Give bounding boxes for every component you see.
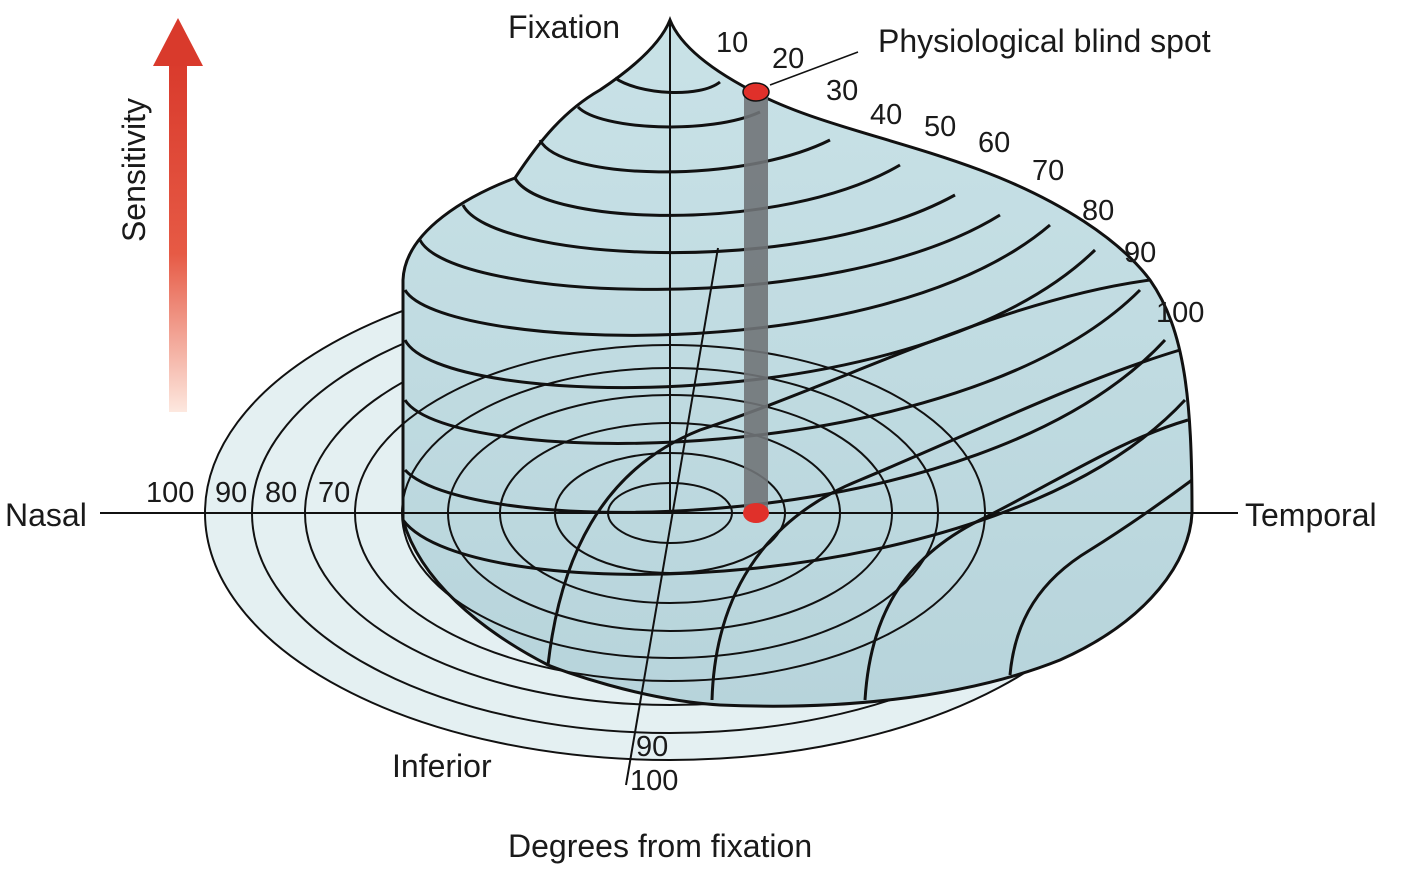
nasal-label: Nasal bbox=[5, 497, 87, 533]
meridian-curves bbox=[546, 278, 1193, 701]
temporal-tick-20: 20 bbox=[772, 43, 804, 75]
fixation-label: Fixation bbox=[508, 9, 620, 45]
temporal-tick-100: 100 bbox=[1156, 297, 1204, 329]
hill-contours bbox=[401, 76, 1187, 576]
temporal-tick-70: 70 bbox=[1032, 155, 1064, 187]
blind-spot-label: Physiological blind spot bbox=[878, 23, 1211, 59]
temporal-tick-60: 60 bbox=[978, 127, 1010, 159]
blind-spot-column bbox=[742, 51, 859, 523]
temporal-tick-30: 30 bbox=[826, 75, 858, 107]
blind-spot-top-marker bbox=[742, 82, 770, 102]
temporal-tick-10: 10 bbox=[716, 27, 748, 59]
inferior-tick-90: 90 bbox=[636, 731, 668, 763]
inferior-tick-100: 100 bbox=[630, 765, 678, 797]
nasal-tick-90: 90 bbox=[215, 477, 247, 509]
temporal-tick-90: 90 bbox=[1124, 237, 1156, 269]
blind-spot-floor-marker bbox=[743, 503, 769, 523]
inferior-scale: 90 100 bbox=[630, 731, 678, 797]
sensitivity-arrow bbox=[153, 18, 203, 412]
hill-body bbox=[401, 15, 1194, 708]
temporal-tick-50: 50 bbox=[924, 111, 956, 143]
temporal-tick-80: 80 bbox=[1082, 195, 1114, 227]
axes bbox=[100, 20, 1238, 786]
nasal-tick-100: 100 bbox=[146, 477, 194, 509]
inferior-label: Inferior bbox=[392, 748, 492, 784]
degrees-caption: Degrees from fixation bbox=[508, 828, 812, 864]
nasal-scale: 100 90 80 70 bbox=[146, 477, 350, 509]
sensitivity-label: Sensitivity bbox=[116, 98, 152, 242]
nasal-tick-70: 70 bbox=[318, 477, 350, 509]
temporal-scale: 10 20 30 40 50 60 70 80 90 100 bbox=[716, 27, 1204, 329]
nasal-tick-80: 80 bbox=[265, 477, 297, 509]
temporal-tick-40: 40 bbox=[870, 99, 902, 131]
temporal-label: Temporal bbox=[1245, 497, 1377, 533]
